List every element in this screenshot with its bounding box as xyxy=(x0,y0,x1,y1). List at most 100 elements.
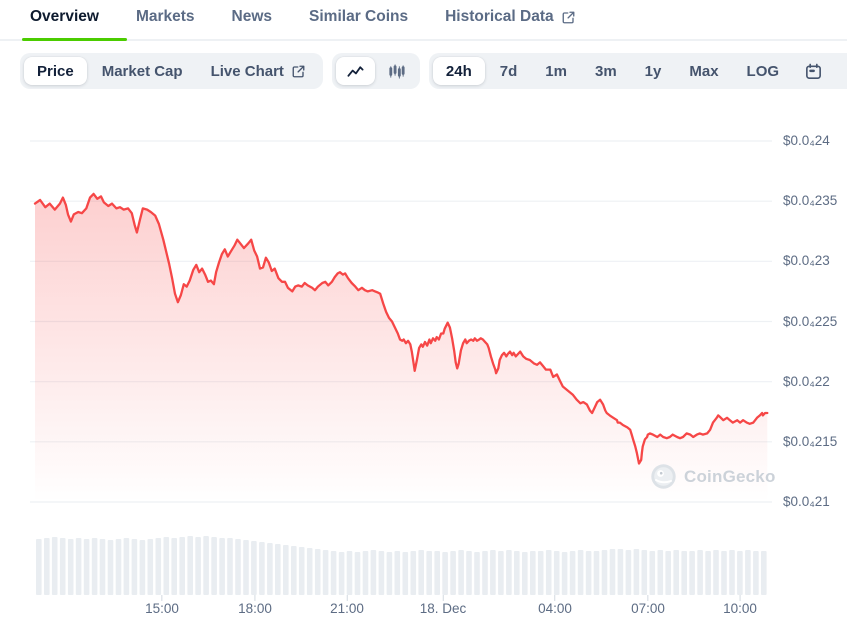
volume-bar xyxy=(713,550,719,595)
volume-bar xyxy=(681,551,687,595)
volume-bar xyxy=(442,552,448,595)
volume-bar xyxy=(506,550,512,595)
volume-bar xyxy=(291,546,297,595)
volume-bar xyxy=(434,551,440,595)
volume-bar xyxy=(346,551,353,595)
log-scale-button[interactable]: LOG xyxy=(734,57,793,85)
volume-bar xyxy=(426,551,432,595)
x-axis-label: 18. Dec xyxy=(419,601,467,616)
tab-overview-label: Overview xyxy=(30,8,99,25)
price-chart-panel[interactable]: $0.0₄24 $0.0₄235 $0.0₄23 $0.0₄225 $0.0₄22 $0.… xyxy=(0,120,847,630)
line-chart-icon xyxy=(347,65,364,77)
bar-chart-icon xyxy=(389,63,405,79)
y-axis-label: $0.0₄24 xyxy=(783,133,830,148)
volume-bar xyxy=(553,551,560,595)
volume-bar xyxy=(577,550,584,595)
volume-bar xyxy=(458,550,464,595)
x-axis-label: 04:00 xyxy=(538,601,572,616)
volume-bar xyxy=(569,551,576,595)
tab-news-label: News xyxy=(231,8,273,25)
volume-bar xyxy=(593,551,600,595)
range-1m-label: 1m xyxy=(545,62,567,80)
live-chart-button[interactable]: Live Chart xyxy=(198,57,319,85)
volume-bar xyxy=(753,551,759,595)
volume-bar xyxy=(139,540,146,595)
volume-bar xyxy=(283,545,289,595)
volume-bar xyxy=(259,542,265,595)
volume-bar xyxy=(466,551,472,595)
tab-markets-label: Markets xyxy=(135,8,195,25)
volume-bar xyxy=(657,550,664,595)
market-cap-button-label: Market Cap xyxy=(101,62,183,80)
volume-bar xyxy=(91,538,98,595)
y-axis-label: $0.0₄215 xyxy=(783,434,838,449)
y-axis-label: $0.0₄21 xyxy=(783,494,830,509)
date-range-button[interactable] xyxy=(794,57,833,85)
price-button-label: Price xyxy=(37,62,74,80)
volume-bar xyxy=(275,544,281,595)
tab-historical-data[interactable]: Historical Data xyxy=(445,8,576,39)
volume-bar xyxy=(450,551,456,595)
range-1m-button[interactable]: 1m xyxy=(532,57,580,85)
tab-overview[interactable]: Overview xyxy=(22,8,127,41)
metric-toggle-group: Price Market Cap Live Chart xyxy=(20,53,323,89)
volume-bar xyxy=(474,552,480,595)
volume-bar xyxy=(338,552,345,595)
volume-bar xyxy=(211,537,217,595)
range-max-button[interactable]: Max xyxy=(676,57,731,85)
tab-similar-coins[interactable]: Similar Coins xyxy=(309,8,408,39)
volume-bar xyxy=(665,551,671,595)
volume-bar xyxy=(51,537,58,595)
x-axis-label: 07:00 xyxy=(631,601,665,616)
volume-bar xyxy=(721,551,727,595)
range-7d-button[interactable]: 7d xyxy=(487,57,531,85)
volume-bar xyxy=(362,551,369,595)
volume-bar xyxy=(761,551,767,595)
live-chart-button-label: Live Chart xyxy=(210,62,284,80)
volume-bar xyxy=(314,549,321,595)
volume-bar xyxy=(745,550,751,595)
line-chart-type-button[interactable] xyxy=(335,57,375,85)
volume-bar xyxy=(378,551,385,595)
volume-bar xyxy=(625,550,632,595)
volume-bar xyxy=(522,552,528,595)
market-cap-button[interactable]: Market Cap xyxy=(89,57,196,85)
range-3m-label: 3m xyxy=(594,62,617,80)
price-button[interactable]: Price xyxy=(24,57,87,85)
x-axis-label: 15:00 xyxy=(145,601,179,616)
calendar-icon xyxy=(806,63,822,79)
range-1y-button[interactable]: 1y xyxy=(632,57,675,85)
price-chart-canvas[interactable] xyxy=(0,120,847,630)
volume-bar xyxy=(59,538,66,595)
volume-bar xyxy=(171,538,177,595)
y-axis-label: $0.0₄23 xyxy=(783,253,830,268)
tab-markets[interactable]: Markets xyxy=(136,8,195,39)
volume-bar xyxy=(107,540,114,595)
volume-bar xyxy=(298,547,305,595)
volume-bar xyxy=(227,538,233,595)
volume-bar xyxy=(187,536,193,595)
range-24h-button[interactable]: 24h xyxy=(432,57,485,85)
volume-bar xyxy=(370,550,377,595)
range-7d-label: 7d xyxy=(499,62,518,80)
volume-bar xyxy=(545,550,552,595)
external-link-icon xyxy=(292,65,305,77)
volume-bar xyxy=(410,551,417,595)
volume-bar xyxy=(490,550,496,595)
download-button[interactable] xyxy=(835,57,847,85)
volume-bar xyxy=(115,539,122,595)
volume-bar xyxy=(243,540,249,595)
volume-bar xyxy=(123,538,130,595)
volume-bar xyxy=(673,550,679,595)
bar-chart-type-button[interactable] xyxy=(377,57,416,85)
volume-bar xyxy=(131,539,138,595)
volume-bar xyxy=(44,538,50,595)
volume-bar xyxy=(633,549,640,595)
volume-bar xyxy=(195,537,201,595)
volume-bar xyxy=(147,539,154,595)
range-3m-button[interactable]: 3m xyxy=(582,57,630,85)
coin-page-tabs: Overview Markets News Similar Coins Hist… xyxy=(0,0,847,41)
price-line xyxy=(33,192,769,465)
tab-news[interactable]: News xyxy=(232,8,273,39)
x-axis-label: 18:00 xyxy=(238,601,272,616)
